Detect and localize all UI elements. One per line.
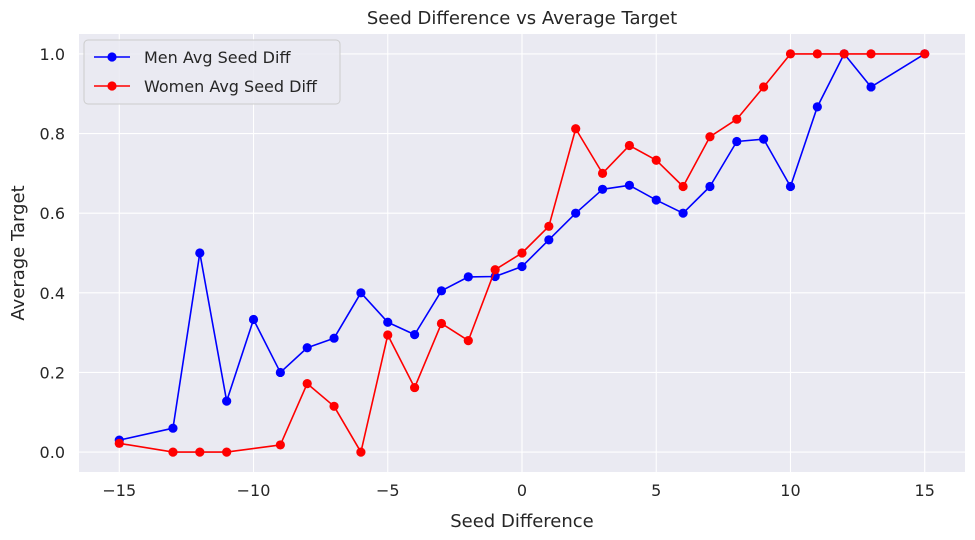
data-point	[839, 49, 849, 59]
x-tick-label: −10	[237, 481, 271, 500]
x-tick-label: 15	[915, 481, 935, 500]
data-point	[195, 447, 205, 457]
x-tick-label: −5	[376, 481, 400, 500]
y-tick-label: 1.0	[40, 45, 65, 64]
data-point	[248, 314, 259, 325]
y-axis-label: Average Target	[8, 185, 29, 320]
data-point	[329, 401, 339, 411]
data-point	[759, 82, 769, 92]
data-point	[785, 49, 796, 59]
data-point	[410, 330, 420, 340]
data-point	[436, 286, 447, 296]
data-point	[383, 330, 393, 340]
legend-label: Men Avg Seed Diff	[144, 48, 291, 67]
data-point	[356, 288, 366, 298]
data-point	[463, 336, 473, 346]
data-point	[302, 379, 312, 389]
data-point	[222, 396, 232, 406]
series-men	[114, 49, 930, 445]
data-point	[785, 181, 796, 192]
y-ticks: 0.0 0.2 0.4 0.6 0.8 1.0	[40, 45, 65, 462]
legend-box	[83, 39, 341, 105]
data-point	[222, 447, 232, 457]
data-point	[383, 317, 393, 327]
data-point	[275, 440, 285, 450]
data-point	[329, 333, 339, 343]
data-point	[571, 208, 581, 218]
data-point	[624, 140, 634, 151]
data-point	[759, 134, 769, 144]
series-line	[119, 53, 925, 453]
x-tick-label: 10	[780, 481, 800, 500]
data-point	[651, 155, 661, 165]
data-point	[920, 49, 930, 59]
data-point	[302, 343, 312, 353]
data-point	[195, 248, 205, 258]
data-point	[517, 248, 527, 258]
data-point	[651, 195, 661, 205]
data-point	[732, 114, 742, 124]
data-point	[410, 382, 420, 393]
data-point	[678, 181, 688, 192]
x-tick-label: −15	[102, 481, 136, 500]
legend-label: Women Avg Seed Diff	[144, 77, 318, 96]
x-ticks: −15 −10 −5 0 5 10 15	[102, 481, 935, 500]
data-point	[812, 102, 822, 112]
chart-title: Seed Difference vs Average Target	[367, 8, 677, 29]
y-tick-label: 0.6	[40, 204, 65, 223]
data-point	[597, 184, 608, 194]
data-point	[544, 221, 554, 231]
data-point	[490, 265, 500, 275]
data-point	[812, 49, 822, 59]
series-layer	[114, 49, 930, 457]
data-point	[732, 136, 742, 147]
y-tick-label: 0.8	[40, 125, 65, 144]
data-point	[866, 82, 876, 92]
x-tick-label: 5	[651, 481, 661, 500]
data-point	[436, 318, 447, 329]
data-point	[866, 49, 876, 59]
data-point	[624, 180, 634, 190]
x-axis-label: Seed Difference	[450, 511, 594, 532]
y-tick-label: 0.2	[40, 363, 65, 382]
data-point	[275, 367, 285, 378]
y-tick-label: 0.4	[40, 284, 65, 303]
legend-marker	[107, 52, 117, 62]
data-point	[597, 168, 608, 178]
x-tick-label: 0	[517, 481, 527, 500]
data-point	[544, 235, 554, 245]
data-point	[114, 438, 124, 448]
data-point	[356, 447, 366, 457]
series-women	[114, 49, 930, 457]
data-point	[678, 208, 688, 218]
y-tick-label: 0.0	[40, 443, 65, 462]
data-point	[705, 132, 715, 142]
legend: Men Avg Seed Diff Women Avg Seed Diff	[83, 39, 341, 105]
data-point	[571, 124, 581, 134]
data-point	[517, 261, 527, 272]
data-point	[168, 447, 178, 457]
data-point	[463, 272, 473, 282]
data-point	[705, 181, 715, 192]
data-point	[168, 423, 178, 433]
legend-marker	[107, 81, 117, 91]
